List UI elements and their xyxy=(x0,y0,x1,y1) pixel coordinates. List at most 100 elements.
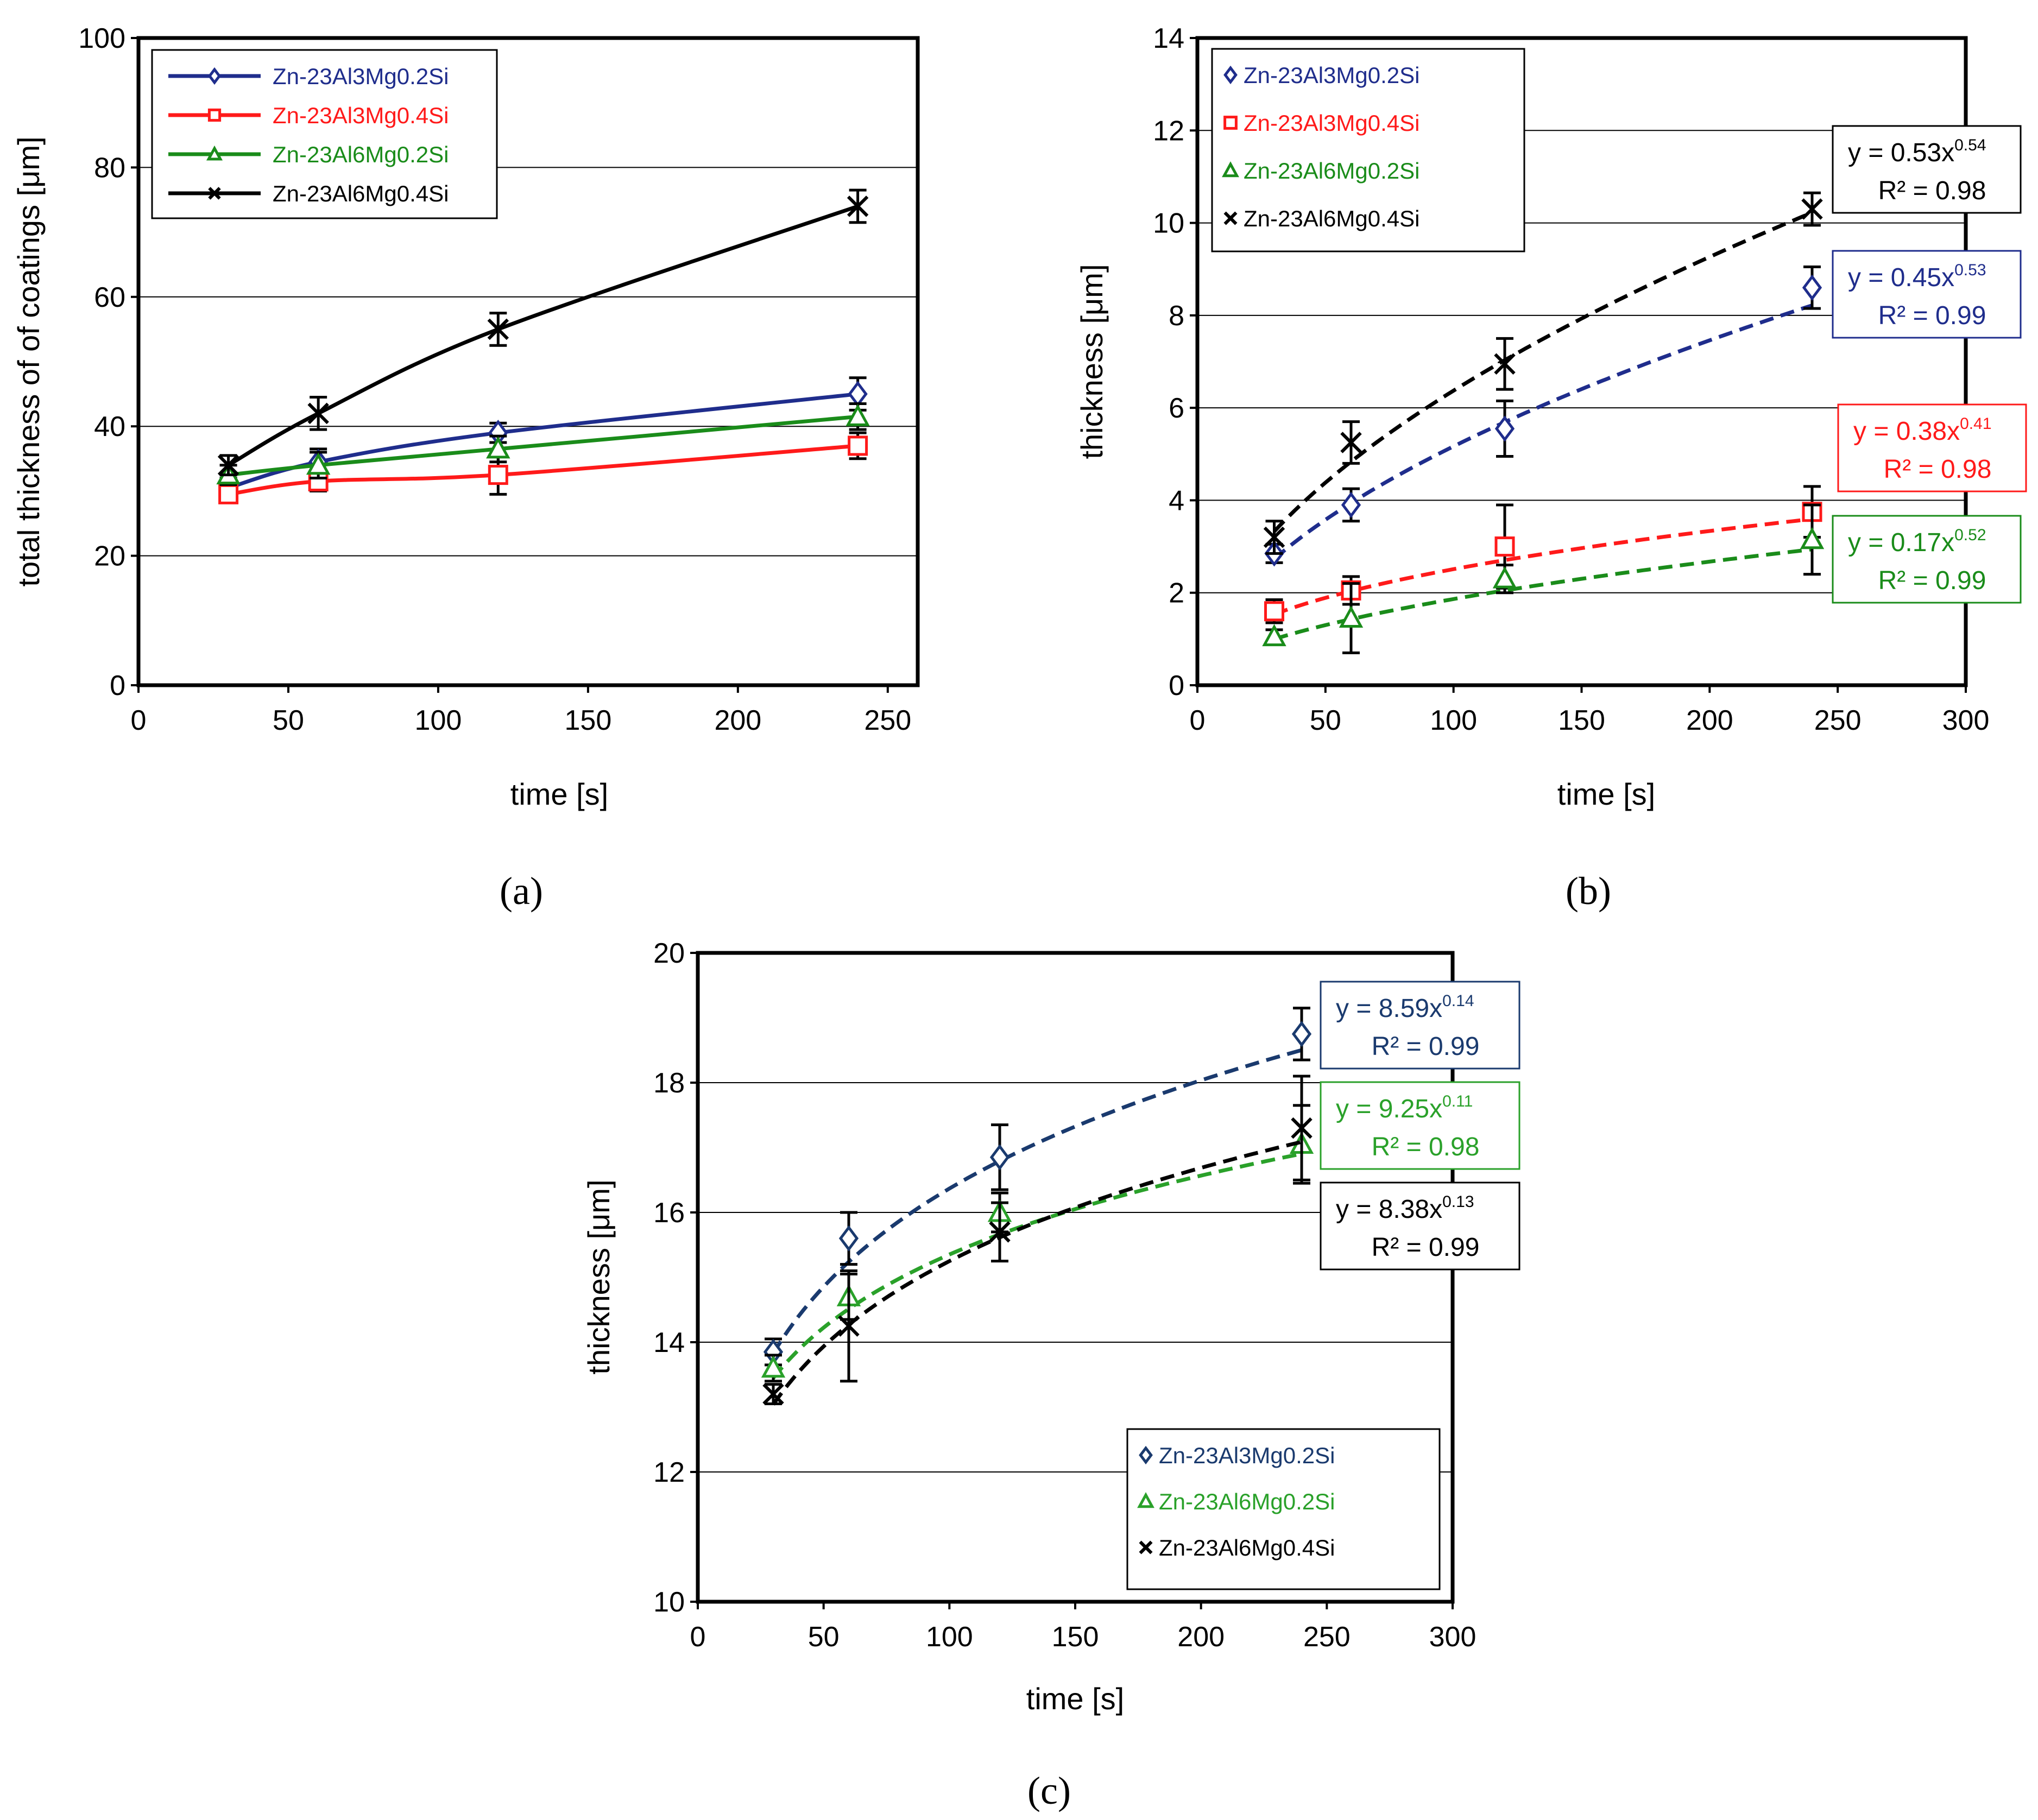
data-point xyxy=(847,195,869,217)
x-tick-label: 200 xyxy=(1177,1621,1225,1653)
fit-equation-box: y = 0.45x0.53 R² = 0.99 xyxy=(1832,250,2022,339)
fit-equation-box: y = 0.53x0.54 R² = 0.98 xyxy=(1832,125,2022,214)
data-point xyxy=(486,436,510,459)
data-point xyxy=(487,318,509,340)
data-point xyxy=(1339,605,1364,628)
y-tick-label: 12 xyxy=(653,1457,685,1488)
data-point xyxy=(838,1315,860,1337)
y-tick-label: 20 xyxy=(94,541,125,572)
y-tick-label: 10 xyxy=(653,1587,685,1618)
chart-a: 0 20 40 60 80 100 0 50 100 150 200 250 time [s] total… xyxy=(11,23,920,811)
fit-equation-base: y = 8.38x xyxy=(1336,1195,1442,1224)
fit-equation: y = 0.17x0.52 xyxy=(1848,526,1986,557)
data-point xyxy=(1494,415,1515,442)
y-tick-label: 12 xyxy=(1153,115,1184,147)
legend-marker xyxy=(1222,161,1239,178)
x-tick-label: 250 xyxy=(864,705,911,736)
fit-equation: y = 0.53x0.54 xyxy=(1848,136,1986,167)
legend: Zn-23Al3Mg0.2Si Zn-23Al3Mg0.4Si Zn-23Al6Mg… xyxy=(151,49,498,219)
data-point xyxy=(1340,432,1362,453)
series-line xyxy=(227,204,859,467)
x-tick-label: 250 xyxy=(1814,705,1862,736)
y-tick-label: 2 xyxy=(1169,578,1184,609)
data-point xyxy=(1291,1117,1313,1139)
data-point xyxy=(838,1225,859,1252)
data-point xyxy=(1494,353,1516,375)
plot-frame xyxy=(136,36,920,687)
series-1 xyxy=(218,431,868,504)
legend-marker xyxy=(208,187,221,200)
series-0 xyxy=(763,1007,1312,1367)
data-point xyxy=(1263,526,1285,548)
legend-label: Zn-23Al3Mg0.4Si xyxy=(273,103,449,128)
y-tick-label: 18 xyxy=(653,1067,685,1099)
trendline xyxy=(1273,547,1813,641)
x-tick-label: 50 xyxy=(1310,705,1341,736)
trendline xyxy=(1273,517,1813,616)
x-tick-label: 100 xyxy=(415,705,462,736)
legend-label: Zn-23Al6Mg0.2Si xyxy=(273,142,449,167)
data-point xyxy=(1291,1021,1312,1047)
legend-marker xyxy=(1223,65,1238,85)
fit-equation-exponent: 0.54 xyxy=(1954,136,1986,154)
y-tick-label: 16 xyxy=(653,1197,685,1229)
legend-label: Zn-23Al3Mg0.2Si xyxy=(1159,1443,1335,1468)
legend: Zn-23Al3Mg0.2Si Zn-23Al6Mg0.2Si Zn-23Al6Mg… xyxy=(1126,1428,1441,1590)
y-tick-label: 0 xyxy=(1169,670,1184,702)
fit-r-squared: R² = 0.99 xyxy=(1372,1233,1480,1262)
data-point xyxy=(488,465,508,485)
x-tick-label: 0 xyxy=(690,1621,706,1653)
x-tick-label: 100 xyxy=(926,1621,973,1653)
legend-marker xyxy=(1137,1492,1154,1508)
fit-equation-base: y = 9.25x xyxy=(1336,1095,1442,1123)
x-axis-label: time [s] xyxy=(1026,1682,1124,1716)
fit-equation-base: y = 0.53x xyxy=(1848,138,1954,167)
data-point xyxy=(306,452,331,475)
y-tick-label: 14 xyxy=(653,1327,685,1358)
data-point xyxy=(1262,624,1286,647)
series-2 xyxy=(1262,503,1825,654)
fit-equation: y = 0.38x0.41 xyxy=(1853,415,1992,446)
panel-label-c: (c) xyxy=(1027,1769,1071,1812)
data-point xyxy=(1801,198,1823,220)
y-tick-label: 10 xyxy=(1153,208,1184,239)
x-tick-label: 150 xyxy=(1558,705,1605,736)
equation-frame xyxy=(1832,250,2022,339)
fit-equation-box: y = 0.17x0.52 R² = 0.99 xyxy=(1832,515,2022,604)
x-axis-label: time [s] xyxy=(510,777,608,811)
x-tick-label: 150 xyxy=(565,705,612,736)
x-tick-label: 0 xyxy=(131,705,147,736)
fit-equation-exponent: 0.11 xyxy=(1442,1092,1473,1110)
trendline xyxy=(772,1140,1302,1406)
legend-label: Zn-23Al6Mg0.4Si xyxy=(1159,1535,1335,1560)
fit-equation: y = 8.59x0.14 xyxy=(1336,992,1474,1023)
x-tick-label: 50 xyxy=(808,1621,840,1653)
series-0 xyxy=(1264,265,1822,567)
y-tick-label: 6 xyxy=(1169,393,1184,424)
legend-marker xyxy=(206,145,223,161)
fit-r-squared: R² = 0.99 xyxy=(1878,301,1986,330)
y-tick-label: 80 xyxy=(94,152,125,184)
data-point xyxy=(1341,491,1361,519)
trendline xyxy=(772,1048,1302,1355)
data-point xyxy=(218,484,239,504)
fit-equation-box: y = 8.59x0.14 R² = 0.99 xyxy=(1320,981,1520,1070)
fit-equation-box: y = 9.25x0.11 R² = 0.98 xyxy=(1320,1081,1520,1170)
fit-equation-exponent: 0.52 xyxy=(1954,526,1986,544)
legend-label: Zn-23Al6Mg0.2Si xyxy=(1159,1489,1335,1514)
trendline xyxy=(1273,304,1813,561)
legend-label: Zn-23Al3Mg0.4Si xyxy=(1244,110,1420,136)
fit-equation-box: y = 0.38x0.41 R² = 0.98 xyxy=(1837,403,2027,492)
series-3 xyxy=(1263,191,1823,555)
fit-equation: y = 9.25x0.11 xyxy=(1336,1092,1473,1123)
fit-r-squared: R² = 0.99 xyxy=(1372,1032,1480,1061)
legend-label: Zn-23Al3Mg0.2Si xyxy=(1244,62,1420,88)
fit-r-squared: R² = 0.98 xyxy=(1878,176,1986,205)
x-tick-label: 200 xyxy=(1686,705,1733,736)
data-point xyxy=(1264,601,1284,622)
fit-equation-exponent: 0.53 xyxy=(1954,261,1986,279)
y-tick-label: 60 xyxy=(94,282,125,313)
data-point xyxy=(762,1383,784,1405)
